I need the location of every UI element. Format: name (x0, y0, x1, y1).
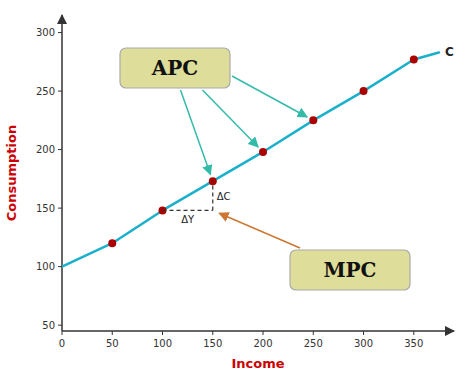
apc-arrow (203, 90, 259, 147)
point (410, 55, 418, 63)
delta-y-line (163, 210, 213, 211)
y-tick (58, 325, 62, 326)
y-tick-label: 150 (36, 203, 55, 214)
x-tick-label: 250 (304, 338, 323, 349)
x-tick (62, 331, 63, 335)
x-tick-label: 0 (59, 338, 65, 349)
point (259, 148, 267, 156)
x-axis (62, 330, 454, 332)
x-tick-label: 200 (253, 338, 272, 349)
delta-c-line (212, 181, 213, 210)
apc-label: APC (151, 56, 198, 80)
x-tick-label: 100 (153, 338, 172, 349)
x-tick (263, 331, 264, 335)
x-tick (363, 331, 364, 335)
x-axis-label: Income (231, 356, 284, 371)
line-label: C (445, 45, 454, 59)
y-tick-label: 300 (36, 27, 55, 38)
y-tick-label: 200 (36, 144, 55, 155)
mpc-box (290, 250, 410, 290)
line (62, 52, 439, 266)
y-axis-label: Consumption (4, 125, 19, 221)
y-tick (58, 91, 62, 92)
x-tick (112, 331, 113, 335)
y-tick (58, 149, 62, 150)
point (108, 239, 116, 247)
plot-area (62, 52, 439, 266)
y-tick (58, 208, 62, 209)
chart: 0 50 100 150 200 250 300 350 50 100 150 200 250 300 In… (0, 0, 474, 376)
x-tick (212, 331, 213, 335)
mpc-arrow (219, 213, 300, 248)
x-tick-label: 300 (354, 338, 373, 349)
x-tick-label: 350 (404, 338, 423, 349)
mpc-label: MPC (323, 258, 376, 282)
y-tick-label: 50 (42, 320, 55, 331)
y-tick-label: 250 (36, 86, 55, 97)
x-tick-label: 150 (203, 338, 222, 349)
delta-y-label: ΔY (181, 214, 195, 225)
delta-c-label: ΔC (217, 191, 231, 202)
y-tick-label: 100 (36, 261, 55, 272)
x-tick (162, 331, 163, 335)
point (360, 87, 368, 95)
x-tick (313, 331, 314, 335)
x-tick (413, 331, 414, 335)
point (309, 116, 317, 124)
apc-arrow (232, 76, 307, 117)
y-axis (61, 15, 63, 331)
apc-box (120, 48, 230, 88)
y-tick (58, 266, 62, 267)
x-tick-label: 50 (106, 338, 119, 349)
y-tick (58, 32, 62, 33)
apc-arrow (181, 90, 211, 175)
